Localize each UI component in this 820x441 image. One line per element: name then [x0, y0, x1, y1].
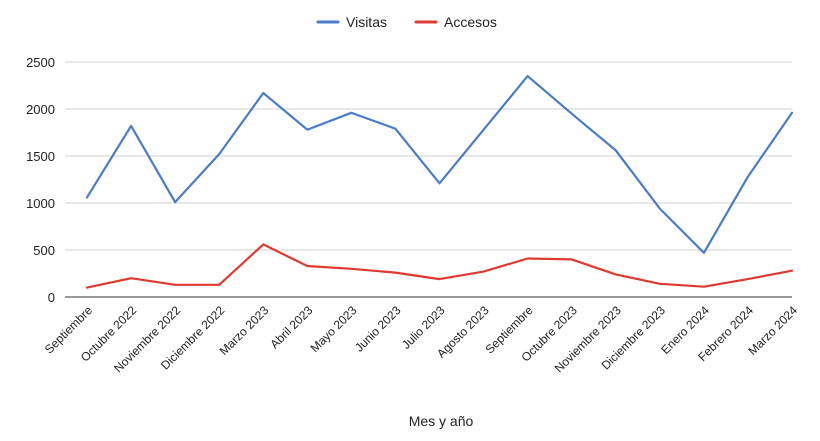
- legend-item-visitas: Visitas: [316, 14, 387, 30]
- series-accesos: [85, 243, 794, 289]
- y-tick-label: 1500: [26, 149, 55, 164]
- gridlines: [65, 61, 792, 298]
- legend-label: Accesos: [444, 14, 497, 30]
- y-tick-label: 1000: [26, 196, 55, 211]
- legend-item-accesos: Accesos: [414, 14, 497, 30]
- x-tick-label: Junio 2023: [352, 303, 404, 355]
- legend-label: Visitas: [346, 14, 387, 30]
- y-tick-label: 500: [33, 243, 55, 258]
- y-tick-label: 2000: [26, 102, 55, 117]
- series-visitas: [85, 74, 794, 254]
- series-line-visitas: [85, 74, 794, 254]
- series-lines: [85, 74, 794, 289]
- x-tick-label: Mayo 2023: [308, 303, 360, 355]
- legend: Visitas Accesos: [316, 14, 497, 30]
- y-axis-tick-labels: 0 500 1000 1500 2000 2500: [26, 55, 55, 305]
- x-axis-title: Mes y año: [409, 413, 474, 429]
- y-tick-label: 0: [48, 290, 55, 305]
- series-line-accesos: [85, 243, 794, 289]
- y-tick-label: 2500: [26, 55, 55, 70]
